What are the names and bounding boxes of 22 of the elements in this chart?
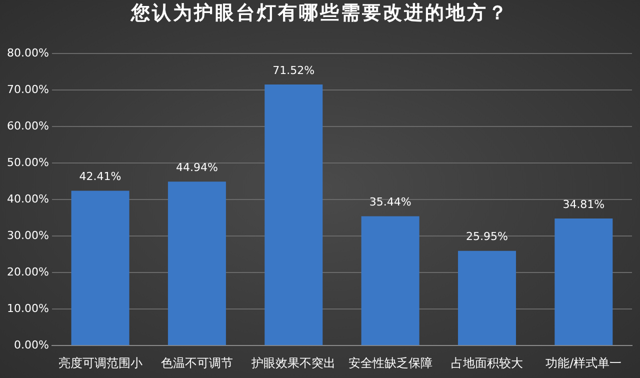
- y-tick-label: 0.00%: [14, 338, 49, 352]
- y-tick-label: 80.00%: [6, 46, 49, 60]
- data-label: 42.41%: [79, 170, 122, 184]
- chart-title: 您认为护眼台灯有哪些需要改进的地方？: [130, 1, 510, 26]
- y-tick-label: 40.00%: [6, 192, 49, 206]
- x-tick-label: 占地面积较大: [450, 356, 523, 370]
- x-tick-label: 色温不可调节: [160, 356, 233, 370]
- y-tick-label: 20.00%: [6, 265, 49, 278]
- data-label: 34.81%: [562, 198, 605, 211]
- y-tick-label: 60.00%: [6, 119, 49, 132]
- x-tick-label: 功能/样式单一: [546, 356, 622, 370]
- y-tick-label: 10.00%: [6, 302, 49, 315]
- x-tick-label: 安全性缺乏保障: [348, 356, 432, 370]
- x-tick-label: 护眼效果不突出: [250, 356, 336, 370]
- y-tick-label: 70.00%: [6, 82, 49, 96]
- y-tick-label: 50.00%: [6, 156, 49, 169]
- y-tick-label: 30.00%: [6, 228, 49, 242]
- data-label: 44.94%: [176, 160, 218, 174]
- data-label: 71.52%: [272, 64, 315, 77]
- data-label: 25.95%: [466, 230, 508, 244]
- x-tick-label: 亮度可调范围小: [58, 356, 142, 370]
- data-label: 35.44%: [369, 196, 412, 209]
